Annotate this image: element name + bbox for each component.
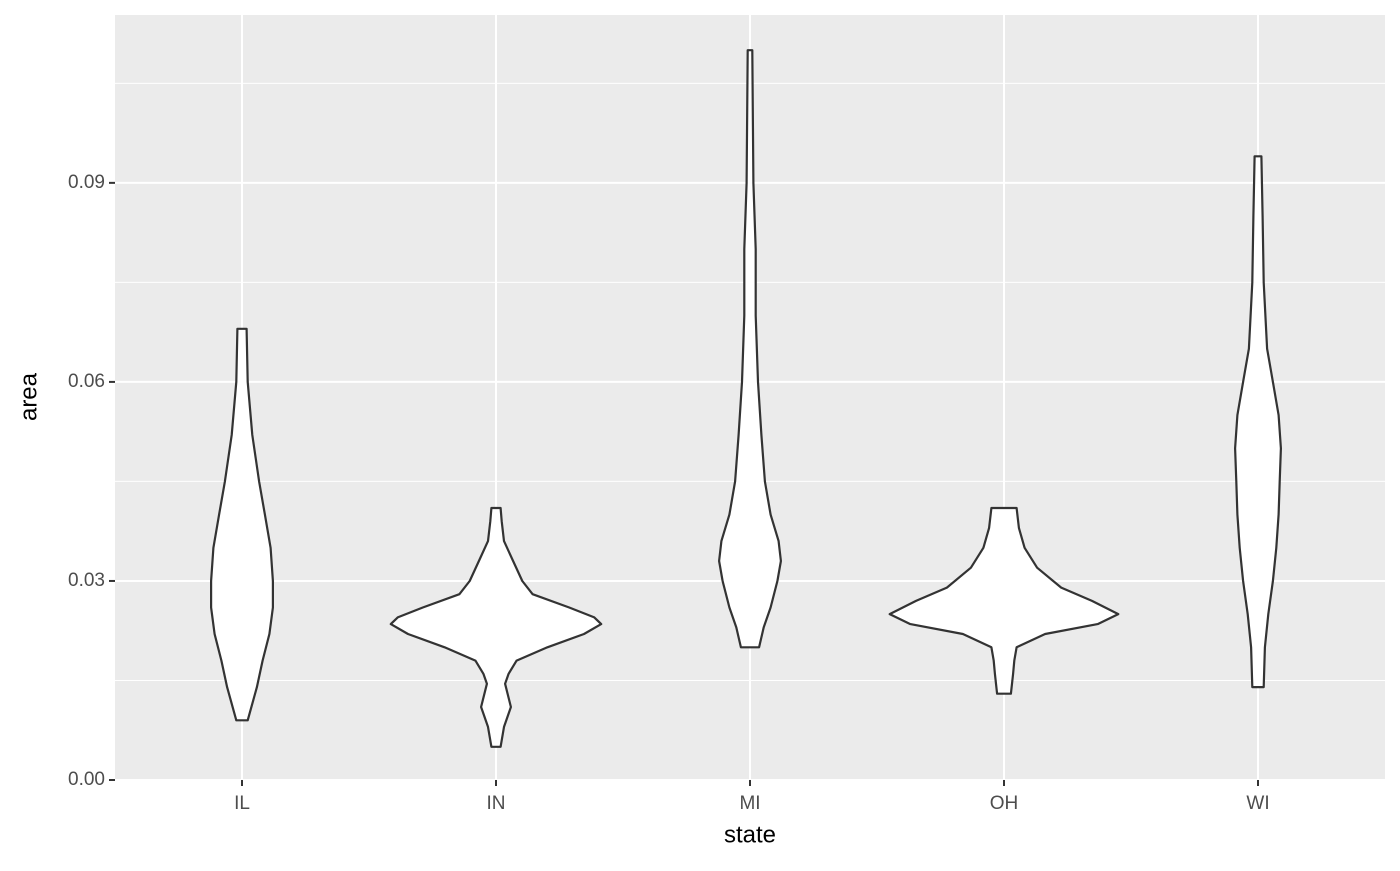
y-axis-title: area [15,372,42,421]
violin [718,49,782,649]
violin [888,506,1120,695]
y-tick-label: 0.00 [68,769,105,790]
x-axis-title: state [724,821,776,848]
violin [389,506,603,748]
y-tick-label: 0.09 [68,172,105,193]
y-tick-label: 0.06 [68,371,105,392]
violin [210,327,274,722]
y-tick-label: 0.03 [68,570,105,591]
x-tick-label: OH [990,793,1019,814]
violin [1234,155,1282,689]
x-tick-label: IN [487,793,506,814]
x-tick-label: MI [739,793,760,814]
x-tick-label: IL [234,793,250,814]
x-tick-label: WI [1246,793,1269,814]
